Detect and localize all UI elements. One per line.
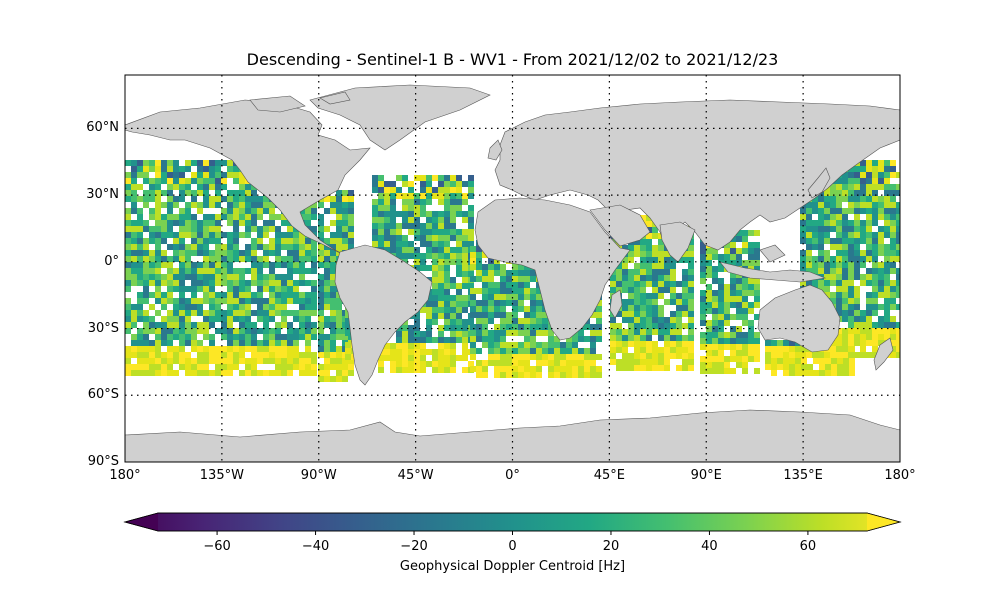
colorbar-max-extend (867, 513, 900, 531)
land-australia (757, 284, 841, 353)
map-frame (124, 74, 901, 463)
land-arctic-islands (249, 91, 351, 113)
lat-label: 90°S (87, 454, 119, 469)
lon-label: 180° (109, 468, 141, 483)
graticule (125, 75, 900, 462)
land-north-america (125, 99, 371, 256)
land-greenland (309, 84, 491, 151)
colorbar-min-extend (125, 513, 158, 531)
lat-label: 60°N (86, 120, 119, 136)
lon-label: 180° (884, 468, 916, 483)
colorbar-bar (123, 512, 902, 532)
lon-label: 0° (505, 468, 520, 483)
lat-label: 60°S (87, 387, 119, 403)
lon-label: 45°E (593, 468, 625, 483)
land-layer (125, 84, 900, 462)
lon-label: 135°W (199, 468, 244, 483)
land-south-america (334, 244, 433, 386)
map-title: Descending - Sentinel-1 B - WV1 - From 2… (246, 50, 779, 69)
lat-label: 30°S (87, 320, 119, 336)
land-japan (807, 167, 831, 199)
land-indonesia (719, 244, 827, 283)
colorbar-tick-label: 60 (799, 539, 817, 554)
land-arabia (589, 204, 651, 247)
lon-label: 135°E (783, 468, 823, 483)
colorbar-tick-label: −40 (301, 539, 330, 554)
colorbar-tick-label: −20 (400, 539, 428, 554)
land-india (659, 221, 696, 263)
lon-label: 90°W (300, 468, 337, 483)
colorbar-tick-label: −60 (203, 539, 231, 554)
colorbar-label: Geophysical Doppler Centroid [Hz] (399, 559, 626, 574)
lat-label: 0° (104, 253, 119, 269)
colorbar-tick-label: 20 (602, 539, 620, 554)
lon-label: 45°W (397, 468, 434, 483)
colorbar-tick-label: 0 (508, 539, 517, 554)
land-british-isles (487, 139, 503, 161)
land-madagascar (609, 289, 623, 319)
colorbar-tick-label: 40 (701, 539, 718, 554)
land-eurasia (494, 99, 900, 251)
lat-label: 30°N (86, 187, 119, 203)
colorbar (123, 512, 902, 535)
land-africa (474, 197, 631, 341)
lon-label: 90°E (690, 468, 722, 483)
land-new-zealand (873, 337, 894, 371)
